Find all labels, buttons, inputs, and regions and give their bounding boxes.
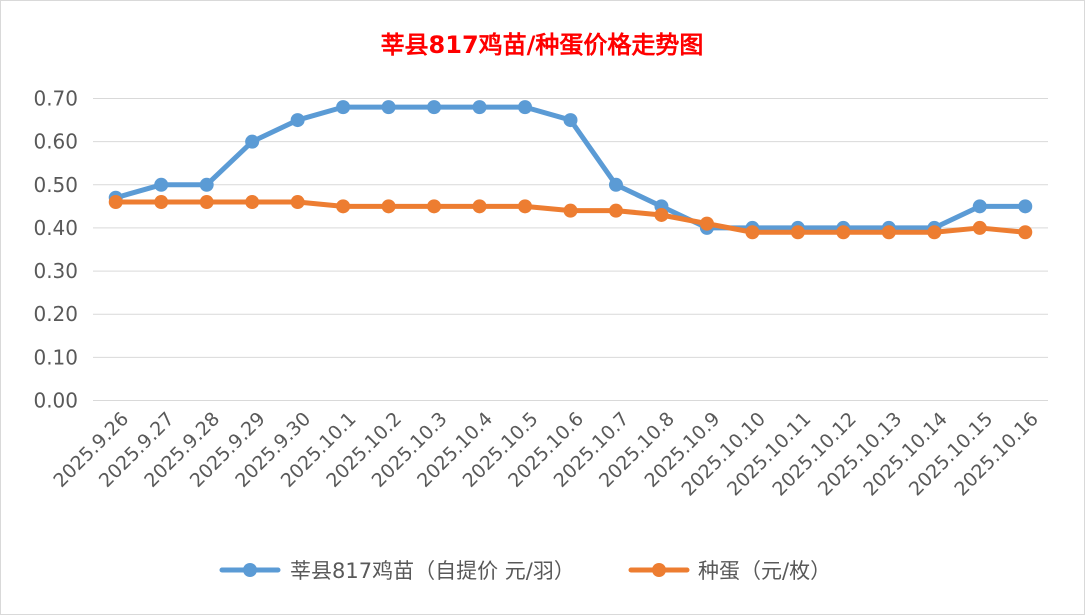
data-point (563, 203, 578, 218)
data-point (290, 195, 305, 210)
legend-marker (652, 563, 666, 577)
legend-marker (243, 563, 257, 577)
data-point (154, 195, 169, 210)
y-tick-label: 0.40 (33, 216, 78, 240)
legend-label: 莘县817鸡苗（自提价 元/羽） (290, 559, 575, 583)
data-point (427, 199, 442, 214)
data-point (608, 203, 623, 218)
legend-label: 种蛋（元/枚） (698, 559, 831, 583)
data-point (381, 100, 396, 115)
data-point (972, 199, 987, 214)
data-point (745, 225, 760, 240)
data-point (1018, 225, 1033, 240)
legend: 莘县817鸡苗（自提价 元/羽） 种蛋（元/枚） (219, 559, 831, 583)
data-point (336, 100, 351, 115)
data-point (563, 113, 578, 128)
data-point (381, 199, 396, 214)
data-point (972, 220, 987, 235)
data-point (699, 216, 714, 231)
series-layer (108, 100, 1033, 240)
data-point (881, 225, 896, 240)
y-tick-label: 0.60 (33, 130, 78, 154)
y-tick-label: 0.30 (33, 259, 78, 283)
data-point (654, 207, 669, 222)
data-point (472, 100, 487, 115)
data-point (427, 100, 442, 115)
y-tick-label: 0.20 (33, 302, 78, 326)
data-point (245, 195, 260, 210)
data-point (836, 225, 851, 240)
data-point (608, 177, 623, 192)
data-point (336, 199, 351, 214)
data-point (1018, 199, 1033, 214)
y-tick-label: 0.70 (33, 87, 78, 111)
data-point (290, 113, 305, 128)
data-point (472, 199, 487, 214)
data-point (518, 199, 533, 214)
data-point (108, 195, 123, 210)
data-point (790, 225, 805, 240)
y-tick-label: 0.00 (33, 389, 78, 413)
y-tick-label: 0.50 (33, 173, 78, 197)
y-axis-ticks: 0.00 0.10 0.20 0.30 0.40 0.50 0.60 0.70 (33, 87, 78, 413)
y-tick-label: 0.10 (33, 345, 78, 369)
data-point (154, 177, 169, 192)
data-point (518, 100, 533, 115)
data-point (927, 225, 942, 240)
data-point (245, 134, 260, 149)
data-point (199, 177, 214, 192)
data-point (199, 195, 214, 210)
chart-title: 莘县817鸡苗/种蛋价格走势图 (381, 31, 704, 59)
